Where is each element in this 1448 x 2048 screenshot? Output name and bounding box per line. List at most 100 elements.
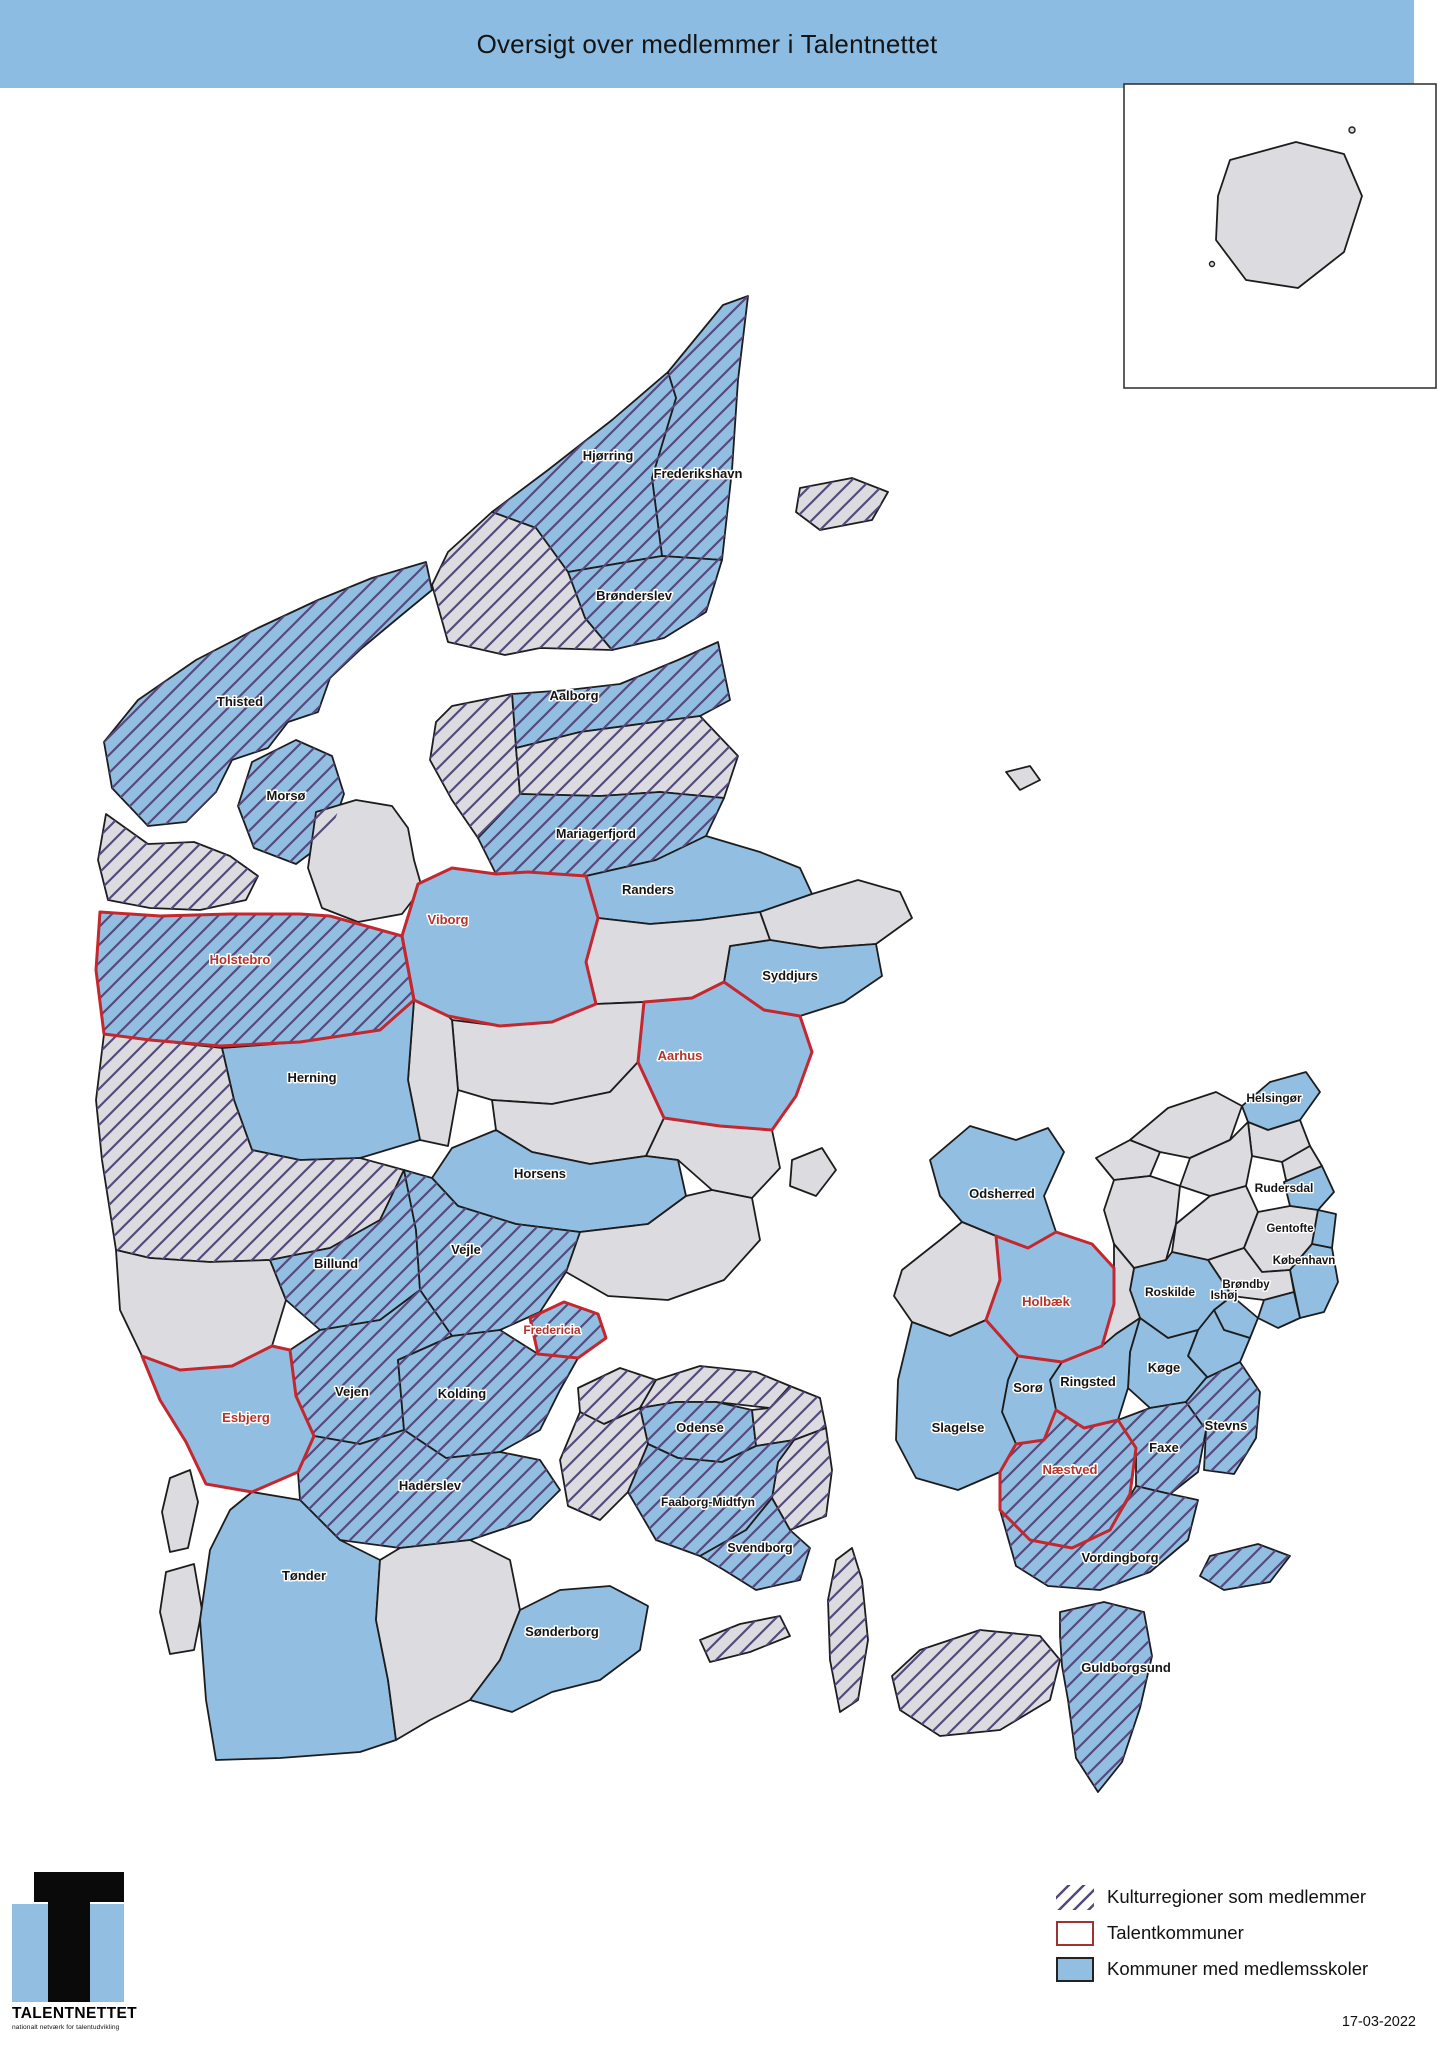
hatch-overlay-guldborgsund <box>1060 1602 1152 1792</box>
municipality-label-mariagerfjord: Mariagerfjord <box>556 827 636 841</box>
municipality-label-roskilde: Roskilde <box>1145 1285 1195 1299</box>
talent-border-aarhus <box>636 980 814 1132</box>
hatch-overlay-frederikshavn <box>652 296 748 560</box>
municipality-viborg <box>401 867 599 1027</box>
hatch-overlay-naestved <box>1000 1410 1136 1548</box>
municipality-label-stevns: Stevns <box>1205 1418 1248 1433</box>
logo-tagline: nationalt netværk for talentudvikling <box>12 2024 120 2031</box>
municipality-label-aarhus: Aarhus <box>658 1048 703 1063</box>
municipality-halsnaes <box>1095 1139 1161 1181</box>
hatch-overlay-fredericia <box>530 1302 606 1358</box>
municipality-label-vejle: Vejle <box>451 1242 481 1257</box>
hatch-overlay-faaborg <box>628 1440 794 1556</box>
municipality-label-faaborg: Faaborg-Midtfyn <box>661 1495 755 1509</box>
hatch-overlay-thisted <box>104 562 432 826</box>
talent-border-viborg <box>400 866 600 1028</box>
municipality-label-holstebro: Holstebro <box>210 952 271 967</box>
municipality-label-slagelse: Slagelse <box>932 1420 985 1435</box>
hatch-overlay-svendborg <box>700 1498 810 1590</box>
municipality-label-aalborg: Aalborg <box>549 688 598 703</box>
municipality-label-helsingoer: Helsingør <box>1246 1091 1302 1105</box>
municipality-vestegnen <box>1207 1247 1295 1301</box>
municipality-label-naestved: Næstved <box>1043 1462 1098 1477</box>
legend: Kulturregioner som medlemmer Talentkommu… <box>1056 1884 1368 1992</box>
page-title: Oversigt over medlemmer i Talentnettet <box>476 28 938 59</box>
municipality-roemoe <box>159 1563 203 1655</box>
hatch-overlay-broenderslev <box>568 556 722 650</box>
municipality-label-horsens: Horsens <box>514 1166 566 1181</box>
hatch-overlay-kolding <box>398 1330 578 1458</box>
talent-border-esbjerg <box>140 1344 316 1494</box>
municipality-label-frederikshavn: Frederikshavn <box>654 466 743 481</box>
hatch-overlay-hjoerring <box>492 372 676 572</box>
municipality-label-odsherred: Odsherred <box>969 1186 1035 1201</box>
municipality-label-broenderslev: Brønderslev <box>596 588 673 603</box>
hatch-overlay-morsoe <box>238 740 344 864</box>
municipality-aabenraa <box>375 1539 521 1741</box>
municipality-label-vordingborg: Vordingborg <box>1081 1550 1158 1565</box>
municipality-label-morsoe: Morsø <box>267 788 306 803</box>
talentnettet-logo: TALENTNETTET nationalt netværk for talen… <box>12 1872 138 2031</box>
hatch-overlay-lolland <box>892 1630 1060 1736</box>
title-bar: Oversigt over medlemmer i Talentnettet <box>0 0 1414 88</box>
municipality-label-vejen: Vejen <box>335 1384 369 1399</box>
municipality-broendby <box>1257 1291 1301 1329</box>
islet-dot-ne <box>1348 126 1356 134</box>
hatch-overlay-kerteminde <box>752 1386 826 1446</box>
municipality-rudersdal <box>1283 1165 1335 1211</box>
municipality-label-ringsted: Ringsted <box>1060 1374 1116 1389</box>
legend-label: Kommuner med medlemsskoler <box>1107 1958 1369 1979</box>
municipality-label-kolding: Kolding <box>438 1386 486 1401</box>
hatch-overlay-nyborg <box>772 1428 832 1530</box>
municipality-label-guldborgsund: Guldborgsund <box>1081 1660 1171 1675</box>
hatch-overlay-stevns <box>1186 1362 1260 1474</box>
red-outline-swatch-icon <box>1056 1920 1094 1946</box>
municipality-label-soenderborg: Sønderborg <box>525 1624 599 1639</box>
talent-border-holbaek <box>984 1230 1116 1364</box>
blue-fill-swatch-icon <box>1056 1956 1094 1982</box>
municipality-label-haderslev: Haderslev <box>399 1478 462 1493</box>
municipality-label-esbjerg: Esbjerg <box>222 1410 270 1425</box>
municipality-bornholm <box>1215 141 1363 289</box>
municipality-label-odense: Odense <box>676 1420 724 1435</box>
municipality-label-rudersdal: Rudersdal <box>1255 1181 1314 1195</box>
municipality-label-randers: Randers <box>622 882 674 897</box>
municipality-label-gentofte: Gentofte <box>1266 1223 1313 1235</box>
hatch-overlay-odense <box>640 1402 756 1462</box>
hatch-overlay-middelfart <box>578 1368 656 1424</box>
hatch-overlay-vordingborg <box>1000 1486 1198 1590</box>
talentnettet-logo-icon <box>12 1872 124 2002</box>
hatch-overlay-moen <box>1200 1544 1290 1590</box>
hatch-overlay-lemvig <box>98 814 258 910</box>
municipality-anholt <box>1005 765 1041 791</box>
municipality-soenderborg <box>469 1585 649 1713</box>
hatch-swatch-icon <box>1056 1884 1094 1910</box>
islet-dot-w <box>1208 260 1216 268</box>
hatch-overlay-ringkoebing <box>96 1034 404 1262</box>
municipality-label-herning: Herning <box>287 1070 336 1085</box>
hatch-overlay-aeroe <box>700 1616 790 1662</box>
municipality-label-syddjurs: Syddjurs <box>762 968 818 983</box>
logo-wordmark: TALENTNETTET <box>12 2005 138 2022</box>
municipality-label-toender: Tønder <box>282 1568 326 1583</box>
municipality-label-viborg: Viborg <box>428 912 469 927</box>
municipality-kalundborg <box>893 1221 1001 1337</box>
hatch-overlay-nordfyns <box>640 1366 790 1408</box>
hatch-overlay-mariagerfjord <box>478 792 724 876</box>
municipality-label-koege: Køge <box>1148 1360 1181 1375</box>
legend-label: Kulturregioner som medlemmer <box>1107 1886 1367 1907</box>
municipality-label-fredericia: Fredericia <box>523 1323 581 1337</box>
hatch-overlay-haderslev <box>298 1430 560 1548</box>
municipality-label-koebenhavn: København <box>1273 1255 1336 1267</box>
hatch-overlay-vesthimmerland <box>430 694 520 838</box>
municipality-label-thisted: Thisted <box>217 694 263 709</box>
municipality-fanoe <box>161 1469 199 1553</box>
municipality-label-billund: Billund <box>314 1256 358 1271</box>
municipality-odsherred <box>929 1125 1065 1249</box>
hatch-overlay-faxe <box>1118 1402 1206 1494</box>
municipality-toender <box>199 1491 397 1761</box>
municipality-label-faxe: Faxe <box>1149 1440 1179 1455</box>
talent-border-holstebro <box>94 910 416 1048</box>
legend-item-talentkommuner: Talentkommuner <box>1056 1920 1368 1946</box>
municipality-hilleroed <box>1179 1121 1253 1197</box>
